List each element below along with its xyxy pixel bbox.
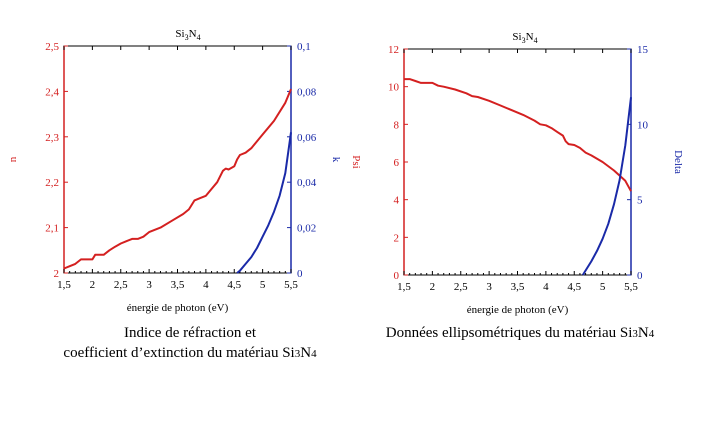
x-tick-label: 2,5 [114,279,128,291]
left-y-tick-label: 2,1 [45,223,59,235]
x-tick-label: 4,5 [567,281,581,293]
x-tick-label: 4,5 [227,279,241,291]
x-tick-label: 3 [146,279,152,291]
left-y-tick-label: 2 [394,232,400,244]
x-tick-label: 4 [543,281,549,293]
right-y-tick-label: 5 [637,195,643,207]
right-y-tick-label: 15 [637,44,649,56]
x-tick-label: 1,5 [57,279,71,291]
caption-left-sub1: 3 [294,348,301,360]
caption-right-text: Données ellipsométriques du matériau Si [385,325,633,341]
plot-frame [63,45,292,274]
left-axis-label: Psi [350,155,362,168]
x-axis-label: énergie de photon (eV) [467,304,569,316]
x-tick-label: 3 [486,281,492,293]
caption-left-mid: N [300,345,312,361]
caption-right-mid: N [637,325,649,341]
left-y-tick-label: 2,2 [45,177,59,189]
x-axis-label: énergie de photon (eV) [127,302,229,314]
right-y-tick-label: 0 [637,270,643,282]
left-y-tick-label: 6 [394,157,400,169]
chart-title-subscript: 4 [534,36,538,45]
left-y-tick-label: 2,3 [45,132,59,144]
left-y-tick-label: 8 [394,119,400,131]
left-y-tick-label: 4 [394,195,400,207]
right-y-tick-label: 0,02 [297,223,316,235]
chart-ellipsometric-data: 1,5 2 2,5 3 3,5 4 4,5 5 5,5024681012051015Si3N4é… [350,31,684,316]
caption-left-sub2: 4 [311,348,317,360]
x-tick-label: 1,5 [397,281,411,293]
x-tick-label: 5 [600,281,606,293]
left-axis-label: n [7,156,19,162]
caption-right-sub2: 4 [648,328,655,340]
right-y-tick-label: 0,04 [297,177,317,189]
right-axis-label: Delta [672,150,684,174]
left-y-tick-label: 2,4 [45,86,59,98]
right-y-tick-label: 0,06 [297,132,317,144]
left-y-tick-label: 0 [394,270,400,282]
right-y-tick-label: 0 [297,268,303,280]
caption-right-sub1: 3 [632,328,638,340]
chart-title-subscript: 3 [185,33,189,42]
chart-title-text: N [189,28,197,40]
chart-title-text: Si [512,31,521,43]
caption-left-line2: coefficient d’extinction du matériau Si3… [30,344,350,364]
series-left-line [404,78,632,192]
chart-title: Si3N4 [512,31,537,45]
x-tick-label: 2 [430,281,436,293]
series-right-line [236,132,292,274]
left-y-tick-label: 2 [54,268,60,280]
x-tick-label: 2,5 [454,281,468,293]
chart-refractive-index: 1,5 2 2,5 3 3,5 4 4,5 5 5,522,12,22,32,42,500,02… [7,28,342,314]
caption-left-text: coefficient d’extinction du matériau Si [63,345,295,361]
x-tick-label: 4 [203,279,209,291]
left-y-tick-label: 10 [388,82,400,94]
right-axis-label: k [330,157,342,163]
left-y-tick-label: 2,5 [45,41,59,53]
caption-right: Données ellipsométriques du matériau Si3… [350,324,690,344]
right-y-tick-label: 0,08 [297,86,317,98]
right-y-tick-label: 0,1 [297,41,311,53]
x-tick-label: 5,5 [284,279,298,291]
right-y-tick-label: 10 [637,119,649,131]
caption-left-line1: Indice de réfraction et [123,325,256,341]
chart-title-subscript: 4 [197,33,201,42]
plot-frame [403,48,632,276]
chart-title: Si3N4 [175,28,200,42]
series-left-line [63,88,292,270]
chart-title-text: N [526,31,534,43]
series-right-line [581,97,632,276]
left-y-tick-label: 12 [388,44,399,56]
chart-title-text: Si [175,28,184,40]
x-tick-label: 2 [90,279,96,291]
x-tick-label: 3,5 [511,281,525,293]
x-tick-label: 3,5 [171,279,185,291]
x-tick-label: 5,5 [624,281,638,293]
chart-title-subscript: 3 [522,36,526,45]
x-tick-label: 5 [260,279,266,291]
